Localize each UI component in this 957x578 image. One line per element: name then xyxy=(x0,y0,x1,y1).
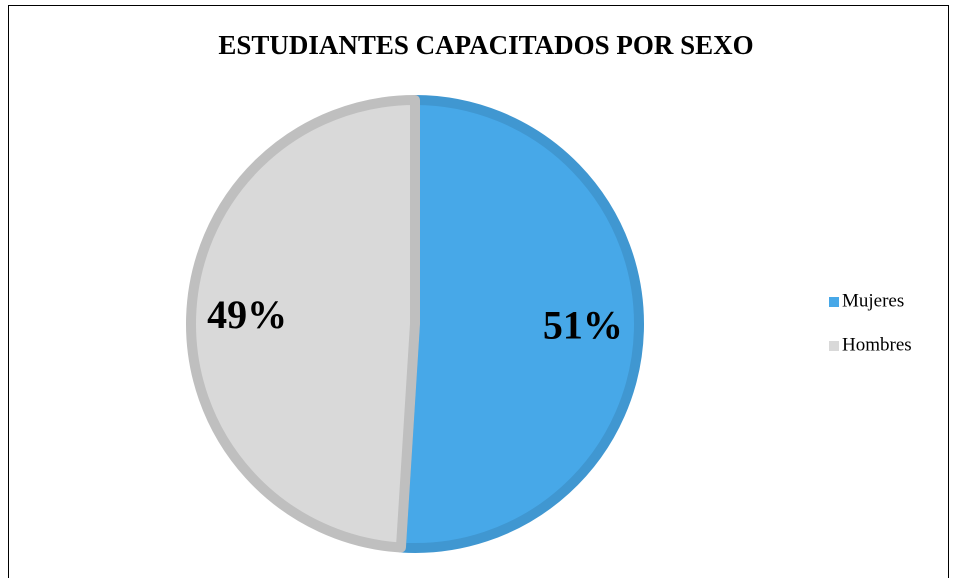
data-label: 51% xyxy=(543,302,623,347)
legend-swatch xyxy=(829,341,839,351)
legend-label: Hombres xyxy=(842,334,912,355)
legend-swatch xyxy=(829,297,839,307)
data-label: 49% xyxy=(207,292,287,337)
chart-title: ESTUDIANTES CAPACITADOS POR SEXO xyxy=(218,30,753,60)
legend-label: Mujeres xyxy=(842,290,904,311)
pie-slice xyxy=(186,95,420,553)
pie-slice xyxy=(395,95,644,553)
